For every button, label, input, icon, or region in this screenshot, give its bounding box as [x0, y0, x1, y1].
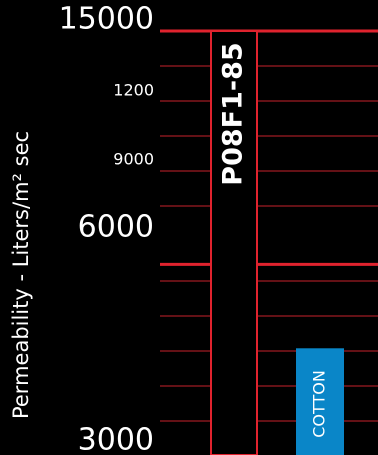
bar	[210, 30, 258, 455]
y-tick-label: 1200	[113, 81, 154, 100]
bar-label: P08F1-85	[218, 42, 249, 185]
minor-grid	[160, 65, 378, 422]
y-tick-label: 3000	[78, 423, 154, 455]
y-tick-label: 9000	[113, 150, 154, 169]
bar-label: COTTON	[310, 370, 329, 438]
y-axis-label: Permeability - Liters/m² sec	[9, 131, 33, 419]
y-tick-label: 6000	[78, 210, 154, 245]
y-tick-label: 15000	[59, 2, 154, 37]
